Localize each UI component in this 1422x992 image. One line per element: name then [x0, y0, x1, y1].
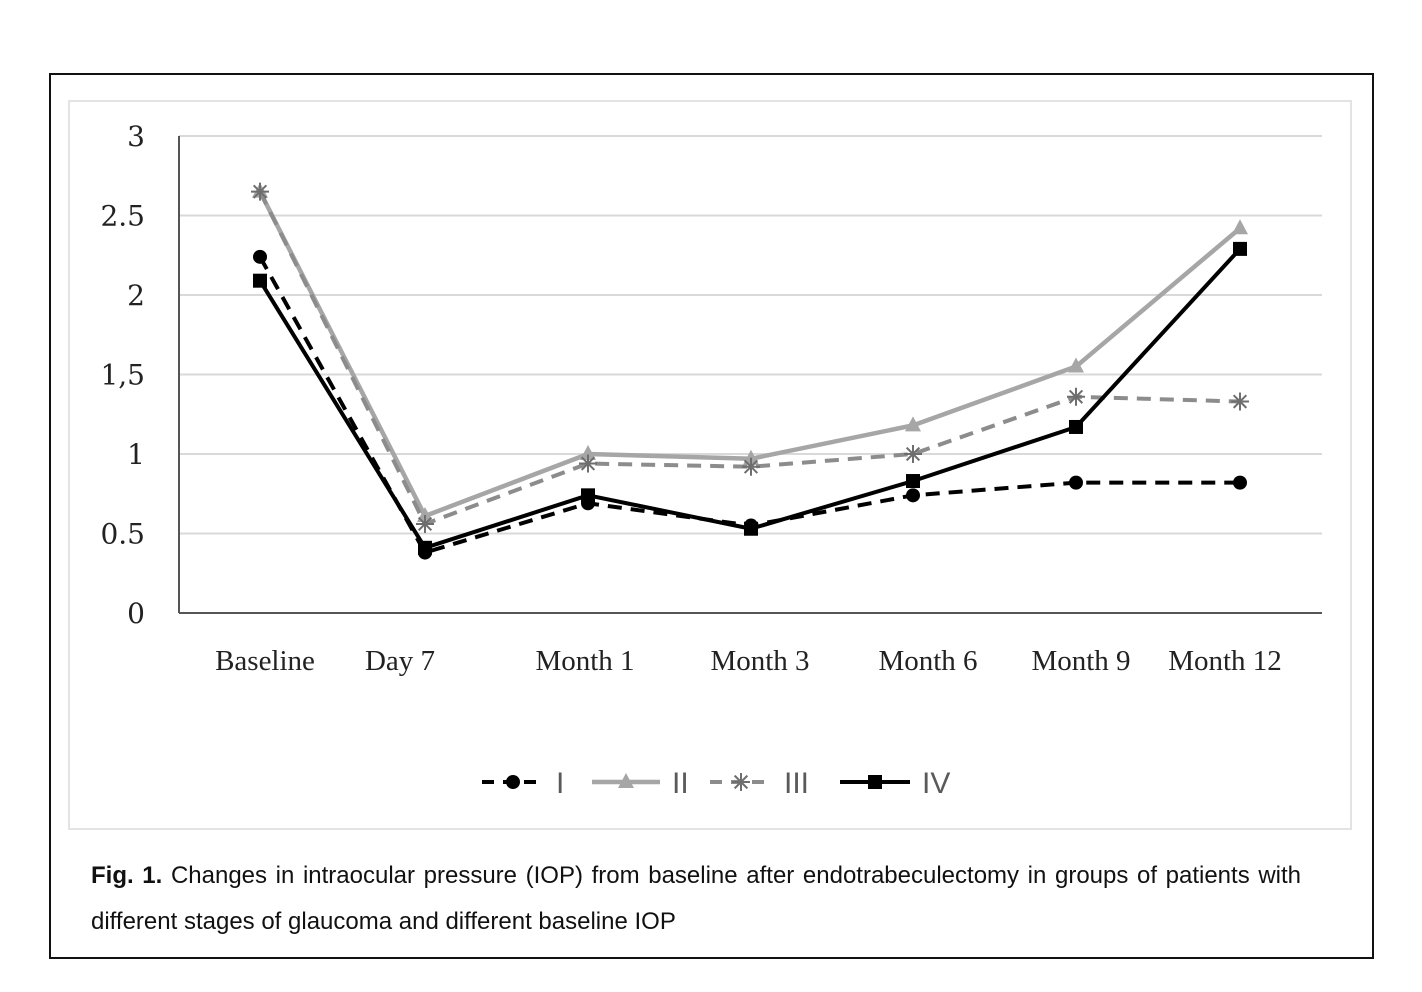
x-tick-label: Month 12 [1168, 645, 1282, 677]
marker-star-stroke [1232, 394, 1248, 409]
marker-star [416, 514, 434, 533]
legend: I II III IV [482, 767, 950, 800]
marker-square [581, 488, 595, 503]
legend-item-i: I [482, 767, 564, 800]
caption-text: Changes in intraocular pressure (IOP) fr… [91, 862, 1302, 935]
gridlines [179, 135, 1322, 535]
marker-star [904, 445, 922, 463]
marker-star [732, 773, 750, 791]
marker-square [1069, 419, 1083, 434]
marker-star-stroke [905, 446, 921, 462]
y-tick-label: 3 [127, 120, 145, 153]
marker-triangle [618, 773, 634, 788]
marker-triangle [905, 416, 921, 432]
marker-star-stroke [252, 184, 268, 199]
legend-label: II [672, 767, 689, 800]
marker-star-stroke [733, 774, 749, 790]
chart-area: 0 0.5 1 1,5 2 2.5 3 Baseline Day 7 Month 1 Month … [68, 100, 1352, 830]
marker-star [1067, 387, 1085, 406]
x-tick-label: Baseline [215, 645, 315, 677]
x-tick-label: Month 1 [535, 645, 634, 677]
figure-caption: Fig. 1. Changes in intraocular pressure … [91, 853, 1301, 945]
y-tick-label: 1,5 [100, 359, 145, 392]
marker-star [1231, 392, 1249, 411]
marker-star [742, 457, 760, 476]
marker-star-stroke [743, 459, 759, 474]
x-tick-labels: Baseline Day 7 Month 1 Month 3 Month 6 Month … [215, 645, 1282, 677]
line-chart: 0 0.5 1 1,5 2 2.5 3 Baseline Day 7 Month 1 Month … [100, 120, 1322, 800]
marker-square [253, 273, 267, 288]
marker-triangle [1232, 219, 1248, 235]
marker-star [251, 182, 269, 201]
legend-item-ii: II [592, 767, 689, 800]
marker-star-stroke [417, 516, 433, 532]
marker-triangle [743, 449, 759, 465]
marker-star-stroke [580, 456, 596, 471]
caption-label: Fig. 1. [91, 862, 163, 889]
series-iii [251, 182, 1249, 533]
legend-item-iii: III [710, 767, 809, 800]
marker-circle [253, 249, 267, 264]
marker-square [868, 775, 882, 789]
x-tick-label: Month 3 [710, 645, 809, 677]
marker-triangle [580, 445, 596, 460]
x-tick-label: Month 9 [1031, 645, 1130, 677]
y-tick-label: 1 [127, 438, 145, 471]
x-tick-label: Day 7 [365, 645, 435, 677]
y-tick-label: 2 [127, 279, 145, 312]
marker-square [1233, 241, 1247, 256]
marker-circle [506, 775, 520, 789]
series [251, 182, 1249, 560]
axes [178, 136, 1322, 614]
marker-star [579, 454, 597, 473]
marker-square [906, 474, 920, 489]
marker-square [744, 521, 758, 536]
y-tick-labels: 0 0.5 1 1,5 2 2.5 3 [100, 120, 145, 630]
series-iv [253, 241, 1247, 555]
marker-square [418, 540, 432, 555]
legend-label: I [556, 767, 564, 800]
y-tick-label: 0.5 [100, 518, 145, 551]
legend-label: III [784, 767, 809, 800]
figure-box: 0 0.5 1 1,5 2 2.5 3 Baseline Day 7 Month 1 Month … [49, 73, 1374, 959]
marker-star-stroke [1068, 389, 1084, 404]
legend-item-iv: IV [840, 767, 950, 800]
marker-circle [906, 488, 920, 503]
marker-circle [1069, 475, 1083, 490]
y-tick-label: 2.5 [100, 200, 145, 233]
marker-circle [1233, 475, 1247, 490]
series-line-i [258, 255, 1240, 555]
y-tick-label: 0 [127, 597, 145, 630]
marker-triangle [417, 507, 433, 523]
x-tick-label: Month 6 [878, 645, 977, 677]
marker-triangle [1068, 357, 1084, 373]
legend-label: IV [922, 767, 950, 800]
